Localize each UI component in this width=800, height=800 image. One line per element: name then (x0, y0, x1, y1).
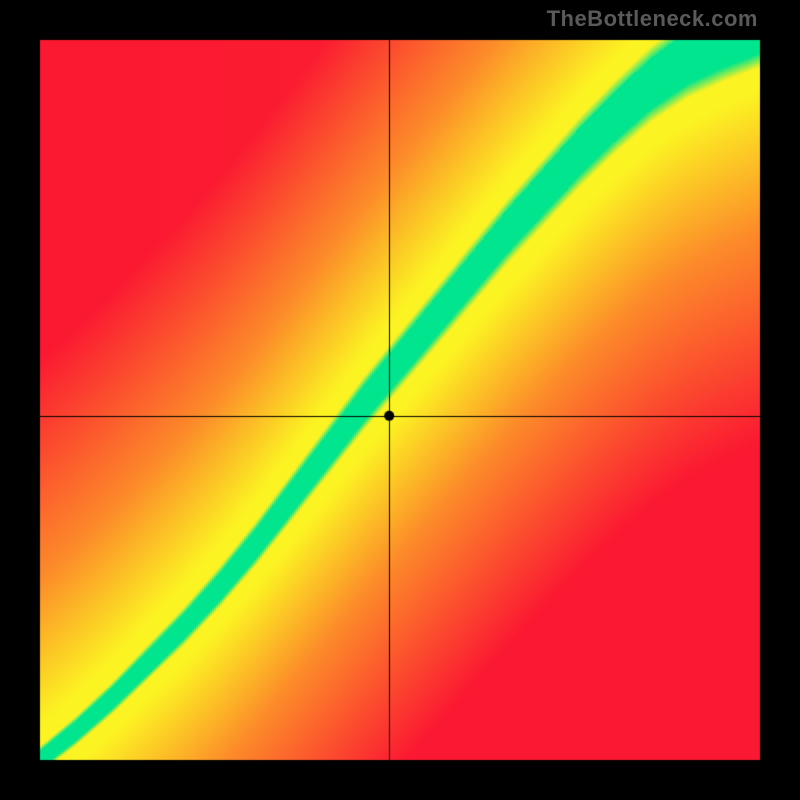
bottleneck-heatmap-canvas (0, 0, 800, 800)
chart-container: TheBottleneck.com (0, 0, 800, 800)
watermark-text: TheBottleneck.com (547, 6, 758, 32)
